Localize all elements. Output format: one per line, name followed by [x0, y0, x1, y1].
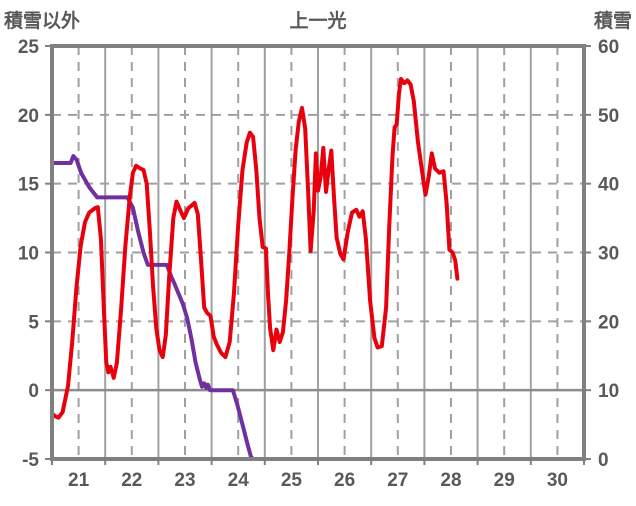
- right-axis-tick-label: 0: [598, 450, 609, 471]
- x-axis-tick-label: 30: [547, 470, 568, 491]
- right-axis-tick-label: 60: [598, 37, 619, 58]
- snow-depth-series-line: [50, 154, 459, 461]
- x-axis-tick-label: 29: [494, 470, 515, 491]
- x-axis-tick-label: 25: [281, 470, 303, 491]
- right-axis-title: 積雪: [593, 11, 632, 32]
- left-axis-tick-label: -5: [22, 450, 39, 471]
- x-axis-tick-label: 26: [334, 470, 355, 491]
- right-axis-tick-label: 10: [598, 381, 619, 402]
- x-axis-tick-label: 21: [68, 470, 90, 491]
- left-axis-tick-label: 5: [28, 312, 39, 333]
- right-axis-tick-label: 20: [598, 312, 619, 333]
- x-axis-tick-label: 22: [121, 470, 142, 491]
- left-axis-title: 積雪以外: [4, 11, 81, 32]
- left-axis-tick-label: 25: [18, 37, 40, 58]
- left-axis-tick-label: 0: [28, 381, 39, 402]
- right-axis-tick-label: 30: [598, 244, 619, 265]
- x-axis-tick-label: 24: [228, 470, 250, 491]
- chart-title: 上一光: [289, 11, 347, 32]
- right-axis-tick-label: 50: [598, 106, 619, 127]
- left-axis-tick-label: 20: [18, 106, 39, 127]
- left-axis-tick-label: 15: [18, 175, 40, 196]
- x-axis-tick-label: 27: [387, 470, 408, 491]
- x-axis-tick-label: 28: [440, 470, 461, 491]
- temperature-series-line: [50, 77, 460, 420]
- left-axis-tick-label: 10: [18, 244, 39, 265]
- right-axis-tick-label: 40: [598, 175, 619, 196]
- x-axis-tick-label: 23: [174, 470, 195, 491]
